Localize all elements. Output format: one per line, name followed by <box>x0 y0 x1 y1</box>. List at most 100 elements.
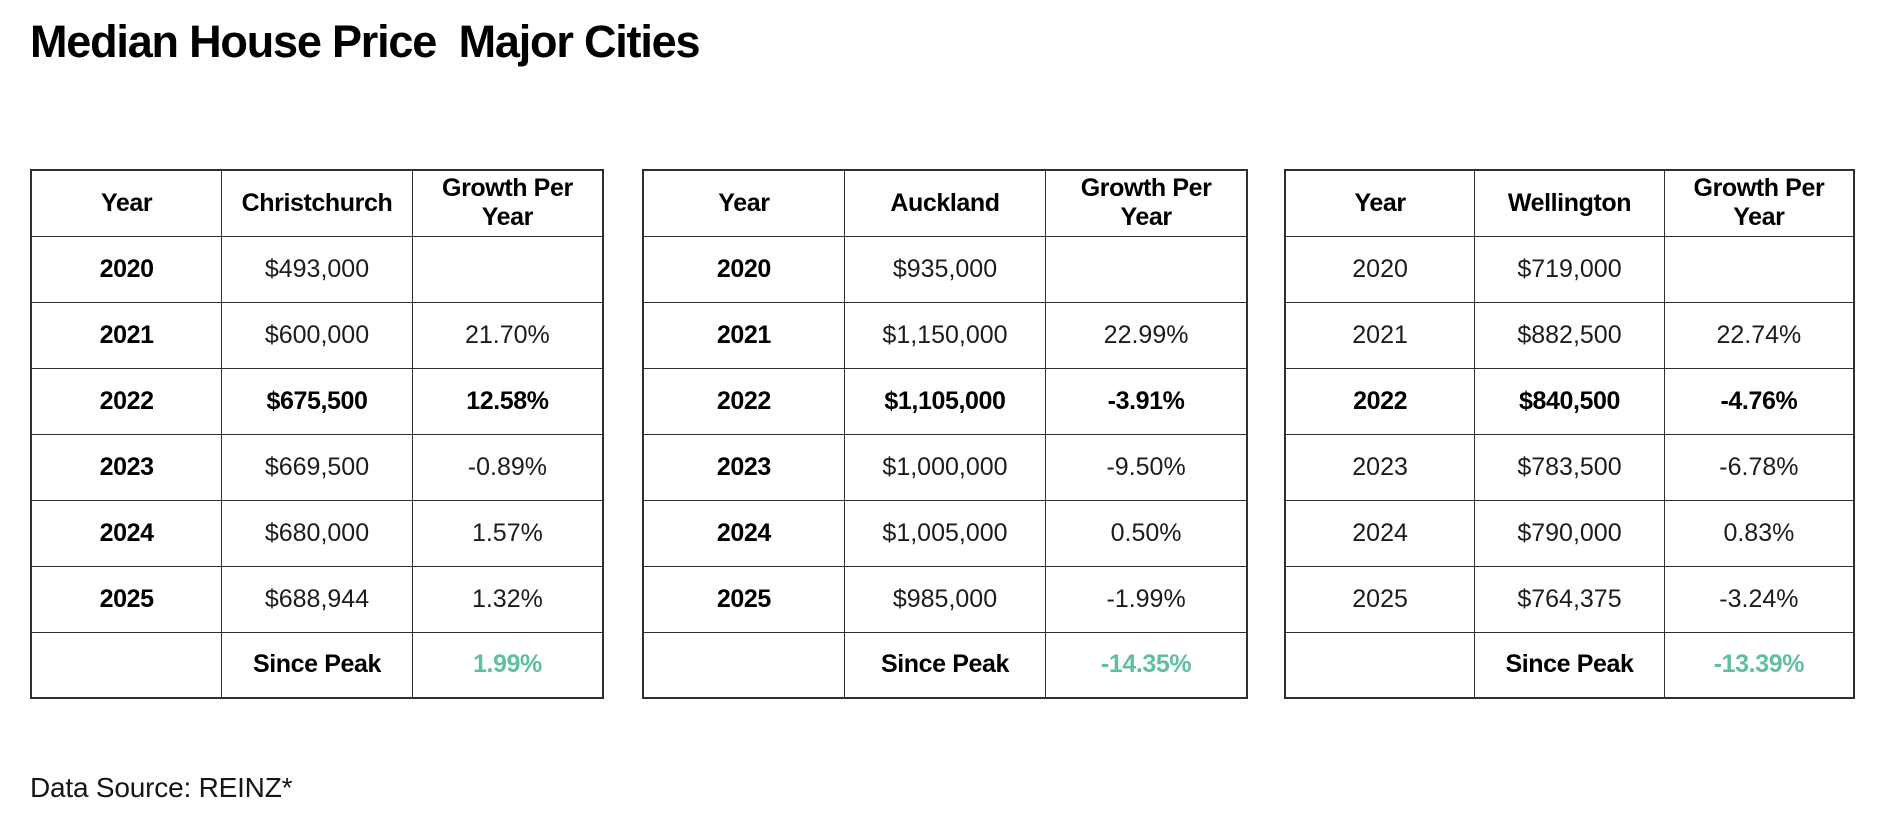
year-cell: 2021 <box>1284 301 1476 369</box>
table-row: 2022 $1,105,000 -3.91% <box>642 367 1248 435</box>
since-peak-value: 1.99% <box>411 631 604 699</box>
price-cell: $1,150,000 <box>843 301 1047 369</box>
table-christchurch: Year Christchurch Growth Per Year 2020 $… <box>30 169 604 699</box>
growth-cell: -1.99% <box>1045 565 1248 633</box>
year-cell: 2023 <box>30 433 223 501</box>
growth-cell <box>1045 235 1248 303</box>
price-cell: $680,000 <box>221 499 413 567</box>
year-cell: 2021 <box>30 301 223 369</box>
since-peak-label: Since Peak <box>221 631 413 699</box>
price-cell: $790,000 <box>1474 499 1665 567</box>
growth-cell: 0.83% <box>1663 499 1855 567</box>
year-cell: 2021 <box>642 301 845 369</box>
table-row: 2025 $985,000 -1.99% <box>642 565 1248 633</box>
price-cell: $764,375 <box>1474 565 1665 633</box>
table-row: 2025 $764,375 -3.24% <box>1284 565 1855 633</box>
table-row: 2023 $669,500 -0.89% <box>30 433 604 501</box>
column-header-year: Year <box>1284 169 1476 237</box>
year-cell: 2022 <box>642 367 845 435</box>
table-row: 2024 $790,000 0.83% <box>1284 499 1855 567</box>
year-cell: 2025 <box>1284 565 1476 633</box>
since-peak-empty-cell <box>642 631 845 699</box>
year-cell: 2023 <box>642 433 845 501</box>
growth-cell: 1.57% <box>411 499 604 567</box>
price-cell: $783,500 <box>1474 433 1665 501</box>
header-row: Year Auckland Growth Per Year <box>642 169 1248 237</box>
table-row: 2025 $688,944 1.32% <box>30 565 604 633</box>
table-wellington: Year Wellington Growth Per Year 2020 $71… <box>1284 169 1855 699</box>
year-cell: 2020 <box>30 235 223 303</box>
growth-cell: 21.70% <box>411 301 604 369</box>
year-cell: 2025 <box>642 565 845 633</box>
growth-cell: -6.78% <box>1663 433 1855 501</box>
growth-cell: -4.76% <box>1663 367 1855 435</box>
year-cell: 2024 <box>30 499 223 567</box>
table-row: 2021 $882,500 22.74% <box>1284 301 1855 369</box>
year-cell: 2022 <box>30 367 223 435</box>
data-source-note: Data Source: REINZ* <box>30 772 293 803</box>
price-cell: $688,944 <box>221 565 413 633</box>
table-row: 2024 $680,000 1.57% <box>30 499 604 567</box>
year-cell: 2024 <box>1284 499 1476 567</box>
table-row: 2022 $675,500 12.58% <box>30 367 604 435</box>
since-peak-value: -13.39% <box>1663 631 1855 699</box>
price-cell: $669,500 <box>221 433 413 501</box>
year-cell: 2020 <box>1284 235 1476 303</box>
price-cell: $493,000 <box>221 235 413 303</box>
column-header-growth: Growth Per Year <box>1045 169 1248 237</box>
header-row: Year Christchurch Growth Per Year <box>30 169 604 237</box>
since-peak-row: Since Peak -13.39% <box>1284 631 1855 699</box>
price-cell: $985,000 <box>843 565 1047 633</box>
growth-cell: 1.32% <box>411 565 604 633</box>
table-row: 2021 $600,000 21.70% <box>30 301 604 369</box>
column-header-city: Christchurch <box>221 169 413 237</box>
price-cell: $675,500 <box>221 367 413 435</box>
year-cell: 2020 <box>642 235 845 303</box>
growth-cell: 22.99% <box>1045 301 1248 369</box>
price-cell: $600,000 <box>221 301 413 369</box>
column-header-growth: Growth Per Year <box>1663 169 1855 237</box>
year-cell: 2022 <box>1284 367 1476 435</box>
price-cell: $719,000 <box>1474 235 1665 303</box>
year-cell: 2023 <box>1284 433 1476 501</box>
growth-cell: -9.50% <box>1045 433 1248 501</box>
price-cell: $840,500 <box>1474 367 1665 435</box>
growth-cell <box>1663 235 1855 303</box>
since-peak-value: -14.35% <box>1045 631 1248 699</box>
column-header-year: Year <box>642 169 845 237</box>
header-row: Year Wellington Growth Per Year <box>1284 169 1855 237</box>
price-cell: $882,500 <box>1474 301 1665 369</box>
column-header-city: Auckland <box>843 169 1047 237</box>
since-peak-row: Since Peak -14.35% <box>642 631 1248 699</box>
growth-cell: -3.24% <box>1663 565 1855 633</box>
growth-cell <box>411 235 604 303</box>
price-cell: $1,005,000 <box>843 499 1047 567</box>
table-row: 2023 $783,500 -6.78% <box>1284 433 1855 501</box>
growth-cell: -3.91% <box>1045 367 1248 435</box>
page-title: Median House Price Major Cities <box>30 16 700 67</box>
price-cell: $1,105,000 <box>843 367 1047 435</box>
table-row: 2024 $1,005,000 0.50% <box>642 499 1248 567</box>
year-cell: 2025 <box>30 565 223 633</box>
table-auckland: Year Auckland Growth Per Year 2020 $935,… <box>642 169 1248 699</box>
since-peak-label: Since Peak <box>843 631 1047 699</box>
growth-cell: 12.58% <box>411 367 604 435</box>
table-row: 2020 $493,000 <box>30 235 604 303</box>
since-peak-empty-cell <box>30 631 223 699</box>
growth-cell: -0.89% <box>411 433 604 501</box>
price-cell: $1,000,000 <box>843 433 1047 501</box>
table-row: 2022 $840,500 -4.76% <box>1284 367 1855 435</box>
table-row: 2021 $1,150,000 22.99% <box>642 301 1248 369</box>
price-cell: $935,000 <box>843 235 1047 303</box>
growth-cell: 22.74% <box>1663 301 1855 369</box>
column-header-growth: Growth Per Year <box>411 169 604 237</box>
year-cell: 2024 <box>642 499 845 567</box>
table-row: 2020 $935,000 <box>642 235 1248 303</box>
growth-cell: 0.50% <box>1045 499 1248 567</box>
table-row: 2020 $719,000 <box>1284 235 1855 303</box>
since-peak-empty-cell <box>1284 631 1476 699</box>
since-peak-label: Since Peak <box>1474 631 1665 699</box>
since-peak-row: Since Peak 1.99% <box>30 631 604 699</box>
column-header-year: Year <box>30 169 223 237</box>
